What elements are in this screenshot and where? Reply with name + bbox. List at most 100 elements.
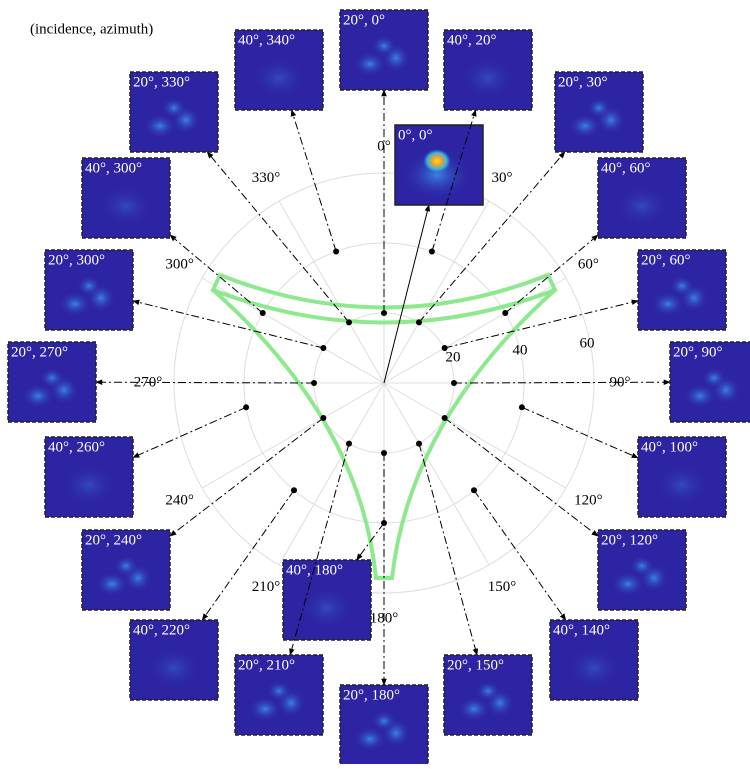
inset-label: 40°, 60° bbox=[601, 160, 651, 176]
arrow bbox=[289, 443, 350, 656]
inset-blob bbox=[476, 681, 500, 701]
arrow bbox=[418, 151, 566, 323]
inset-label: 20°, 270° bbox=[11, 344, 68, 360]
sample-point bbox=[451, 380, 457, 386]
sample-point bbox=[416, 319, 422, 326]
inset-blob bbox=[616, 186, 668, 226]
sample-point bbox=[311, 380, 317, 386]
inset-blob bbox=[301, 588, 353, 628]
grid-spoke bbox=[201, 382, 385, 489]
angle-label: 30° bbox=[492, 170, 513, 186]
sample-point bbox=[416, 440, 422, 447]
sample-point bbox=[381, 310, 387, 316]
inset-blob bbox=[652, 292, 684, 316]
inset: 40°, 100° bbox=[637, 436, 727, 518]
sample-point bbox=[320, 345, 327, 351]
inset-blob bbox=[22, 384, 54, 408]
inset-blob bbox=[630, 556, 654, 576]
inset: 20°, 150° bbox=[443, 654, 533, 736]
inset: 20°, 270° bbox=[7, 341, 97, 423]
inset-blob bbox=[372, 36, 396, 56]
inset-blob bbox=[372, 711, 396, 731]
inset-label: 40°, 20° bbox=[447, 32, 497, 48]
arrow bbox=[201, 489, 295, 621]
inset: 20°, 210° bbox=[234, 654, 324, 736]
inset-blob bbox=[96, 572, 128, 596]
sample-point bbox=[470, 487, 477, 494]
sample-point bbox=[291, 487, 298, 494]
inset: 40°, 180° bbox=[282, 559, 372, 641]
inset-blob bbox=[612, 572, 644, 596]
inset-label: 40°, 220° bbox=[133, 622, 190, 638]
inset-blob bbox=[569, 114, 601, 138]
arrow bbox=[383, 204, 431, 384]
arrow bbox=[169, 417, 324, 537]
inset-label: 0°, 0° bbox=[398, 127, 433, 143]
angle-label: 330° bbox=[252, 170, 281, 186]
inset-blob bbox=[684, 384, 716, 408]
grid-spoke bbox=[278, 200, 385, 384]
inset-hot bbox=[423, 149, 451, 173]
inset-blob bbox=[59, 292, 91, 316]
arrow bbox=[169, 234, 264, 314]
sample-point bbox=[259, 310, 266, 316]
arrow bbox=[444, 417, 599, 537]
arrow bbox=[431, 109, 477, 252]
sample-point bbox=[320, 415, 327, 421]
grid-spoke bbox=[201, 277, 385, 384]
sample-point bbox=[243, 404, 250, 411]
arrow bbox=[473, 489, 567, 621]
sample-point bbox=[346, 319, 352, 326]
angle-label: 60° bbox=[578, 256, 599, 272]
inset-blob bbox=[587, 98, 611, 118]
inset-blob bbox=[656, 465, 708, 505]
inset-label: 20°, 120° bbox=[601, 532, 658, 548]
inset-blob bbox=[403, 151, 471, 199]
inset-blob bbox=[568, 648, 620, 688]
inset-blob bbox=[148, 648, 200, 688]
inset-blob bbox=[63, 465, 115, 505]
inset-label: 20°, 90° bbox=[673, 344, 723, 360]
grid-spoke bbox=[383, 382, 567, 489]
inset-label: 20°, 330° bbox=[133, 74, 190, 90]
inset-blob bbox=[253, 58, 305, 98]
inset-blob bbox=[249, 697, 281, 721]
grid-spoke bbox=[383, 200, 490, 384]
sample-point bbox=[346, 440, 352, 447]
arrow bbox=[95, 379, 315, 385]
angle-label: 300° bbox=[165, 256, 194, 272]
insets: 0°, 0° 20°, 0° 40°, 20° 20°, 30° 40°, 60° 20°… bbox=[7, 9, 750, 766]
sample-point bbox=[381, 520, 387, 526]
sample-point bbox=[381, 450, 387, 456]
inset: 20°, 90° bbox=[669, 341, 750, 423]
grid-spoke bbox=[383, 277, 567, 384]
angle-label: 120° bbox=[574, 492, 603, 508]
inset-label: 40°, 340° bbox=[238, 32, 295, 48]
inset-blob bbox=[354, 52, 386, 76]
inset-blob bbox=[458, 697, 490, 721]
inset-label: 20°, 210° bbox=[238, 657, 295, 673]
sample-point bbox=[502, 310, 509, 316]
angle-label: 150° bbox=[488, 579, 517, 595]
radius-label: 60 bbox=[580, 335, 595, 351]
inset: 40°, 20° bbox=[443, 29, 533, 111]
inset-blob bbox=[144, 114, 176, 138]
grid-spoke bbox=[278, 382, 385, 566]
inset: 40°, 300° bbox=[81, 157, 171, 239]
inset-label: 20°, 240° bbox=[85, 532, 142, 548]
inset-label: 20°, 150° bbox=[447, 657, 504, 673]
inset-blob bbox=[40, 368, 64, 388]
inset-label: 20°, 30° bbox=[558, 74, 608, 90]
sample-point bbox=[428, 248, 435, 255]
inset: 40°, 140° bbox=[549, 619, 639, 701]
sample-point bbox=[441, 415, 448, 421]
inset: 20°, 120° bbox=[597, 529, 687, 611]
inset-label: 40°, 100° bbox=[641, 439, 698, 455]
arrow bbox=[453, 379, 671, 385]
legend-title: (incidence, azimuth) bbox=[30, 21, 153, 37]
sample-point bbox=[441, 345, 448, 351]
inset-blob bbox=[77, 276, 101, 296]
arrow bbox=[444, 299, 639, 349]
inset-label: 20°, 0° bbox=[343, 12, 385, 28]
